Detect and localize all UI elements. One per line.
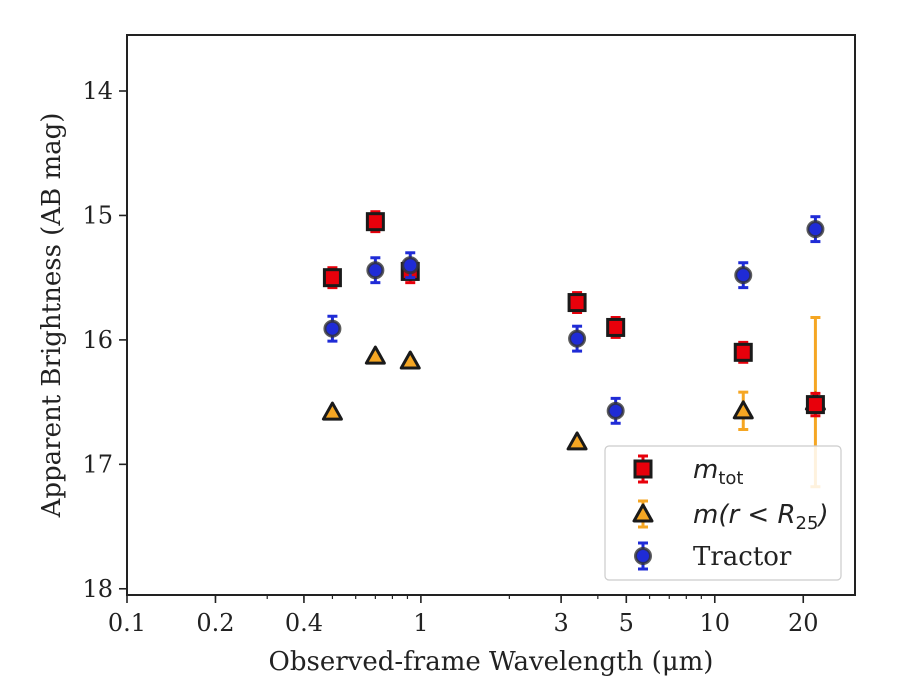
- data-point-circle: [323, 319, 342, 338]
- legend-marker-circle: [634, 547, 652, 565]
- y-tick-label: 14: [82, 77, 113, 105]
- plot-frame: [126, 34, 856, 596]
- x-tick-label: 0.2: [196, 609, 234, 637]
- data-point-triangle: [321, 401, 343, 421]
- data-point-triangle: [399, 350, 421, 370]
- y-tick-label: 16: [82, 326, 113, 354]
- data-point-square: [567, 293, 587, 313]
- data-point-circle: [806, 220, 825, 239]
- data-point-square: [365, 212, 385, 232]
- series-circle: [323, 215, 825, 425]
- axis-ticks: 0.1 0.2 0.4 1 3 5 10 20 14 15 16 17 18: [82, 77, 818, 637]
- series-square: [322, 210, 825, 418]
- legend-label-main: m: [693, 455, 718, 485]
- legend: mtot m(r < R25) Tractor: [604, 445, 842, 581]
- legend-box: [604, 445, 842, 581]
- x-tick-label: 0.4: [285, 609, 323, 637]
- data-point-square: [805, 395, 825, 415]
- y-tick-label: 15: [82, 201, 113, 229]
- legend-marker-triangle: [632, 503, 654, 523]
- x-tick-label: 1: [413, 609, 428, 637]
- data-series: [321, 210, 826, 489]
- data-point-circle: [366, 261, 385, 280]
- data-point-triangle: [732, 400, 754, 420]
- legend-label: Tractor: [693, 542, 792, 572]
- data-point-square: [322, 268, 342, 288]
- data-point-circle: [606, 401, 625, 420]
- y-axis-label: Apparent Brightness (AB mag): [37, 113, 67, 519]
- x-tick-label: 3: [553, 609, 568, 637]
- x-tick-label: 0.1: [108, 609, 146, 637]
- data-point-circle: [568, 329, 587, 348]
- data-point-square: [733, 342, 753, 362]
- y-tick-label: 17: [82, 450, 113, 478]
- x-axis-label: Observed-frame Wavelength (μm): [269, 647, 714, 677]
- legend-label: mtot: [693, 455, 743, 489]
- legend-label-sub: 25: [796, 513, 819, 534]
- data-point-triangle: [566, 431, 588, 451]
- data-point-triangle: [364, 345, 386, 365]
- legend-label-tail: ): [816, 500, 828, 530]
- legend-label-main: m(r < R: [693, 500, 796, 530]
- x-tick-label: 10: [700, 609, 731, 637]
- legend-marker-square: [633, 459, 653, 479]
- x-tick-label: 5: [619, 609, 634, 637]
- y-tick-label: 18: [82, 575, 113, 603]
- data-point-circle: [401, 256, 420, 275]
- x-tick-label: 20: [788, 609, 819, 637]
- data-point-circle: [734, 266, 753, 285]
- legend-label: m(r < R25): [693, 500, 829, 534]
- data-point-square: [606, 317, 626, 337]
- legend-label-sub: tot: [718, 468, 743, 489]
